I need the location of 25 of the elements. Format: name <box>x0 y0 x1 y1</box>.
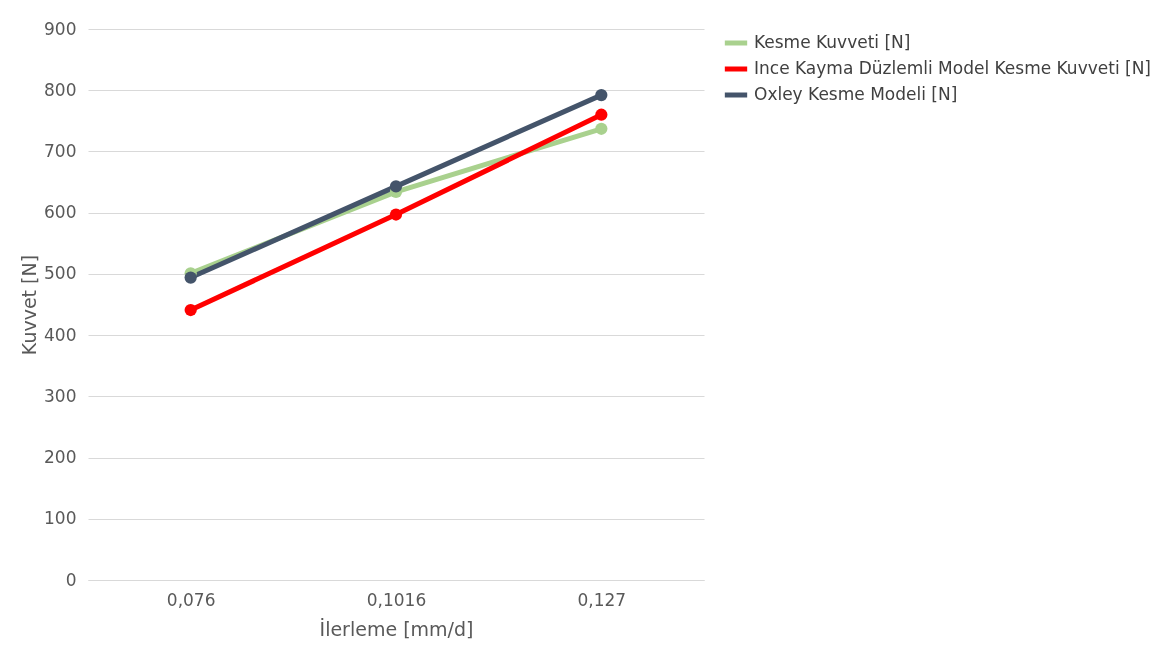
point <box>389 180 403 193</box>
x-tick-label: 0,127 <box>577 589 627 610</box>
y-tick-label: 700 <box>44 140 77 161</box>
point <box>389 208 403 221</box>
y-tick-label: 500 <box>44 263 77 284</box>
x-tick-label: 0,1016 <box>366 589 427 610</box>
y-tick-label: 600 <box>44 202 77 223</box>
point <box>184 271 197 284</box>
point <box>595 122 608 135</box>
point <box>595 108 608 121</box>
legend-label: Oxley Kesme Modeli [N] <box>754 84 958 104</box>
y-tick-label: 300 <box>44 385 77 406</box>
legend-label: Kesme Kuvveti [N] <box>754 32 911 52</box>
y-tick-label: 0 <box>65 569 77 590</box>
point <box>184 303 197 317</box>
y-tick-label: 200 <box>44 447 77 468</box>
y-tick-label: 800 <box>44 79 77 100</box>
x-tick-label: 0,076 <box>166 589 216 610</box>
y-axis-title: Kuvvet [N] <box>18 254 41 356</box>
legend-label: Ince Kayma Düzlemli Model Kesme Kuvveti [N] <box>754 58 1152 78</box>
y-tick-label: 100 <box>44 508 77 529</box>
y-tick-label: 400 <box>44 324 77 345</box>
x-axis-title: İlerleme [mm/d] <box>319 617 474 640</box>
point <box>595 89 608 102</box>
y-tick-label: 900 <box>44 18 77 39</box>
